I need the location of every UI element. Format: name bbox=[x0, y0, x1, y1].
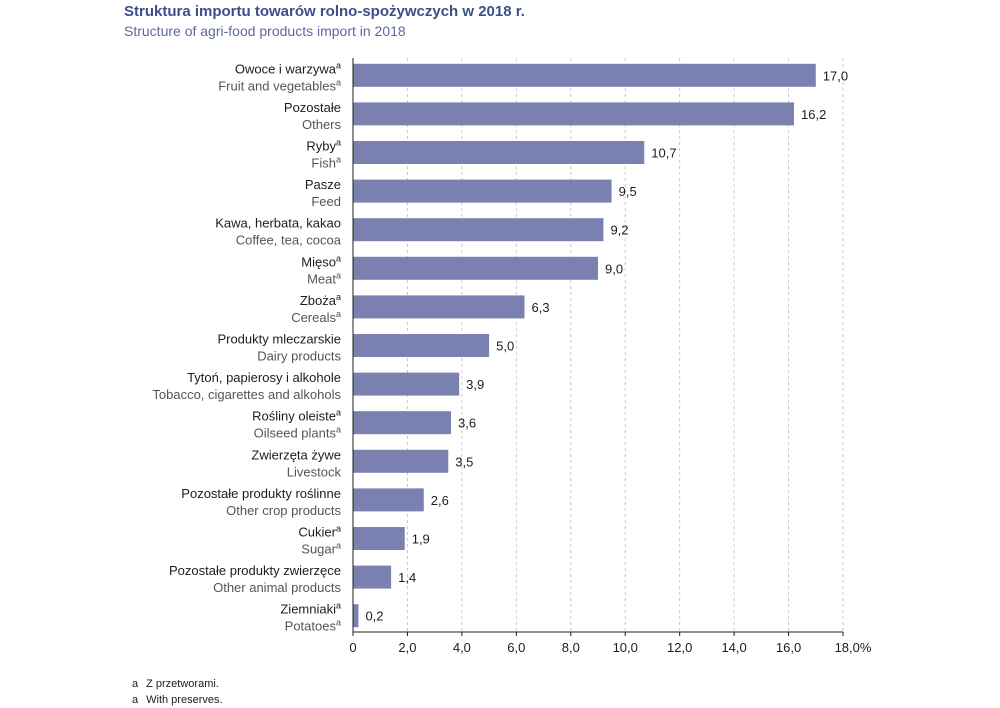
category-label-en: Others bbox=[302, 117, 342, 132]
category-label-pl: Pozostałe produkty zwierzęce bbox=[169, 563, 341, 578]
superscript-mark: a bbox=[336, 155, 341, 165]
category-label-pl: Rybya bbox=[306, 138, 341, 154]
category-label-pl: Rośliny oleistea bbox=[252, 408, 341, 424]
category-label-en: Other animal products bbox=[213, 580, 341, 595]
bar bbox=[353, 179, 612, 203]
x-tick-label: 2,0 bbox=[398, 640, 416, 655]
data-label: 3,6 bbox=[458, 416, 476, 431]
data-label: 1,9 bbox=[412, 532, 430, 547]
bar bbox=[353, 334, 490, 357]
footnotes: a Z przetworami. a With preserves. bbox=[132, 676, 223, 708]
data-label: 17,0 bbox=[823, 68, 848, 83]
x-tick-label: 10,0 bbox=[613, 640, 638, 655]
x-tick-label: 8,0 bbox=[562, 640, 580, 655]
data-label: 9,0 bbox=[605, 261, 623, 276]
data-label: 6,3 bbox=[532, 300, 550, 315]
bar bbox=[353, 102, 794, 126]
category-label-pl: Tytoń, papierosy i alkohole bbox=[187, 370, 341, 385]
bar bbox=[353, 565, 392, 589]
category-label-en: Potatoesa bbox=[285, 618, 341, 634]
bar bbox=[353, 295, 525, 319]
data-label: 5,0 bbox=[496, 339, 514, 354]
bar bbox=[353, 372, 460, 396]
bar bbox=[353, 218, 604, 242]
superscript-mark: a bbox=[336, 524, 341, 534]
superscript-mark: a bbox=[336, 60, 341, 70]
category-label-en: Sugara bbox=[301, 541, 341, 557]
superscript-mark: a bbox=[336, 138, 341, 148]
category-label-pl: Zbożaa bbox=[300, 292, 341, 308]
category-label-pl: Pozostałe bbox=[284, 100, 341, 115]
category-label-pl: Produkty mleczarskie bbox=[217, 332, 341, 347]
category-label-pl: Cukiera bbox=[298, 524, 341, 540]
bar bbox=[353, 141, 645, 164]
category-label-en: Cerealsa bbox=[291, 309, 341, 325]
category-label-en: Tobacco, cigarettes and alkohols bbox=[152, 387, 341, 402]
x-tick-label: 12,0 bbox=[667, 640, 692, 655]
footnote-text: With preserves. bbox=[146, 694, 223, 706]
category-label-en: Livestock bbox=[287, 464, 342, 479]
superscript-mark: a bbox=[336, 253, 341, 263]
category-label-en: Fruit and vegetablesa bbox=[218, 77, 341, 93]
category-label-pl: Pasze bbox=[305, 177, 341, 192]
data-label: 1,4 bbox=[398, 570, 416, 585]
bar bbox=[353, 488, 424, 512]
superscript-mark: a bbox=[336, 408, 341, 418]
superscript-mark: a bbox=[336, 425, 341, 435]
category-label-pl: Owoce i warzywaa bbox=[235, 60, 341, 76]
superscript-mark: a bbox=[336, 309, 341, 319]
x-tick-label: 18,0% bbox=[835, 640, 872, 655]
x-tick-label: 4,0 bbox=[453, 640, 471, 655]
category-label-pl: Kawa, herbata, kakao bbox=[215, 216, 341, 231]
data-label: 9,5 bbox=[619, 184, 637, 199]
category-label-pl: Zwierzęta żywe bbox=[251, 447, 341, 462]
bar bbox=[353, 604, 359, 628]
superscript-mark: a bbox=[336, 77, 341, 87]
bar bbox=[353, 63, 816, 87]
category-label-en: Fisha bbox=[311, 155, 341, 171]
bar bbox=[353, 449, 449, 473]
footnote-en: a With preserves. bbox=[132, 692, 223, 708]
superscript-mark: a bbox=[336, 541, 341, 551]
data-label: 10,7 bbox=[651, 146, 676, 161]
bar bbox=[353, 527, 405, 550]
category-label-en: Meata bbox=[307, 270, 341, 286]
footnote-text: Z przetworami. bbox=[146, 678, 219, 690]
superscript-mark: a bbox=[336, 618, 341, 628]
x-tick-label: 14,0 bbox=[721, 640, 746, 655]
category-label-en: Coffee, tea, cocoa bbox=[236, 233, 342, 248]
category-label-en: Feed bbox=[311, 194, 341, 209]
x-tick-label: 0 bbox=[349, 640, 356, 655]
bar bbox=[353, 411, 451, 435]
x-tick-label: 6,0 bbox=[507, 640, 525, 655]
chart-title: Struktura importu towarów rolno-spożywcz… bbox=[124, 3, 525, 20]
superscript-mark: a bbox=[336, 601, 341, 611]
data-label: 0,2 bbox=[365, 609, 383, 624]
data-label: 3,9 bbox=[466, 377, 484, 392]
data-label: 3,5 bbox=[455, 454, 473, 469]
footnote-mark: a bbox=[132, 678, 139, 690]
footnote-mark: a bbox=[132, 694, 139, 706]
category-label-pl: Ziemniakia bbox=[280, 601, 341, 617]
data-label: 16,2 bbox=[801, 107, 826, 122]
x-tick-label: 16,0 bbox=[776, 640, 801, 655]
footnote-pl: a Z przetworami. bbox=[132, 676, 223, 692]
category-label-pl: Mięsoa bbox=[301, 253, 341, 269]
superscript-mark: a bbox=[336, 292, 341, 302]
chart-subtitle: Structure of agri-food products import i… bbox=[124, 23, 406, 39]
category-label-pl: Pozostałe produkty roślinne bbox=[181, 486, 341, 501]
category-label-en: Oilseed plantsa bbox=[254, 425, 341, 441]
data-label: 2,6 bbox=[431, 493, 449, 508]
superscript-mark: a bbox=[336, 270, 341, 280]
bar bbox=[353, 256, 598, 280]
category-label-en: Dairy products bbox=[257, 349, 341, 364]
data-label: 9,2 bbox=[610, 223, 628, 238]
category-label-en: Other crop products bbox=[226, 503, 341, 518]
